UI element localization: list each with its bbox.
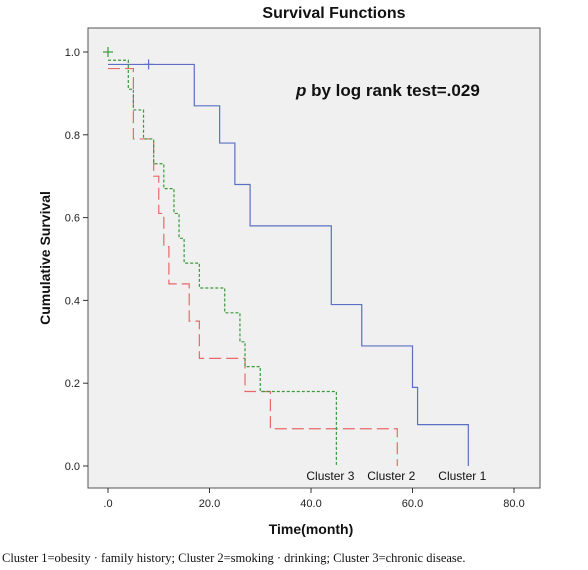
- log-rank-annotation: p by log rank test=.029: [295, 81, 480, 100]
- x-axis-title: Time(month): [269, 521, 354, 537]
- y-tick-label: 0.0: [65, 461, 80, 473]
- survival-chart: Survival Functions 0.0 0.2 0.4 0.6 0.8 1.0 .0 2…: [37, 5, 541, 537]
- annotation-text: by log rank test=.029: [306, 81, 479, 100]
- cluster-2-label: Cluster 2: [367, 469, 415, 483]
- x-tick-label: .0: [103, 498, 112, 510]
- cluster-1-curve: [108, 63, 469, 466]
- x-tick-label: 40.0: [300, 498, 321, 510]
- cluster-1-censor-mark: [143, 59, 154, 70]
- y-tick-label: 0.2: [65, 378, 80, 390]
- y-tick-label: 1.0: [65, 47, 80, 59]
- y-axis-title: Cumulative Survival: [37, 191, 53, 325]
- plot-area: [87, 27, 541, 489]
- x-tick-label: 20.0: [199, 498, 220, 510]
- series-layer: Cluster 1 Cluster 2 Cluster 3: [103, 47, 487, 483]
- figure-caption: Cluster 1=obesity · family history; Clus…: [2, 551, 466, 565]
- axes: 0.0 0.2 0.4 0.6 0.8 1.0 .0 20.0 40.0 60.0 80.0: [65, 47, 525, 510]
- y-tick-label: 0.6: [65, 213, 80, 225]
- cluster-3-censor-mark: [103, 47, 113, 57]
- y-tick-label: 0.4: [65, 295, 80, 307]
- cluster-3-label: Cluster 3: [306, 469, 354, 483]
- chart-title: Survival Functions: [262, 5, 405, 22]
- cluster-3-curve: [108, 59, 337, 466]
- annotation-p: p: [295, 81, 306, 100]
- x-tick-label: 60.0: [402, 498, 423, 510]
- y-tick-label: 0.8: [65, 130, 80, 142]
- x-tick-label: 80.0: [503, 498, 524, 510]
- cluster-1-label: Cluster 1: [438, 469, 486, 483]
